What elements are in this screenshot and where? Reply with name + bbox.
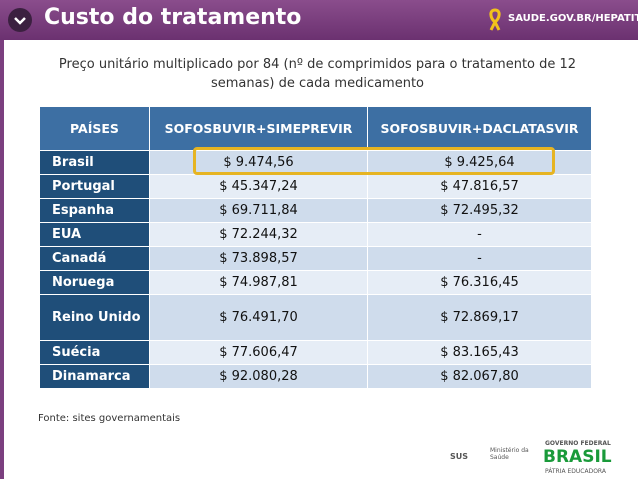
ribbon-icon bbox=[489, 8, 501, 31]
ribbon-path bbox=[489, 8, 501, 31]
gov-text: GOVERNO FEDERAL bbox=[545, 440, 611, 447]
table-cell: $ 47.816,57 bbox=[368, 175, 592, 199]
subtitle: Preço unitário multiplicado por 84 (nº d… bbox=[58, 57, 577, 91]
brasil-logo: BRASIL bbox=[543, 447, 612, 467]
table-cell: $ 69.711,84 bbox=[150, 199, 368, 223]
table-cell: $ 74.987,81 bbox=[150, 271, 368, 295]
column-header: SOFOSBUVIR+DACLATASVIR bbox=[368, 107, 592, 151]
table: PAÍSES SOFOSBUVIR+SIMEPREVIR SOFOSBUVIR+DA… bbox=[40, 107, 592, 389]
table-cell: $ 83.165,43 bbox=[368, 341, 592, 365]
chevron-icon bbox=[8, 8, 32, 32]
table-cell: - bbox=[368, 247, 592, 271]
country-cell: Reino Unido bbox=[40, 295, 150, 341]
table-cell: $ 9.474,56 bbox=[150, 151, 368, 175]
source: Fonte: sites governamentais bbox=[38, 413, 181, 424]
table-cell: $ 72.244,32 bbox=[150, 223, 368, 247]
left-stripe bbox=[0, 40, 4, 479]
table-cell: $ 92.080,28 bbox=[150, 365, 368, 389]
table-cell: $ 73.898,57 bbox=[150, 247, 368, 271]
table-cell: $ 45.347,24 bbox=[150, 175, 368, 199]
table-cell: $ 77.606,47 bbox=[150, 341, 368, 365]
country-cell: Canadá bbox=[40, 247, 150, 271]
country-cell: Brasil bbox=[40, 151, 150, 175]
ministry-logo: Ministério da Saúde bbox=[490, 447, 529, 461]
column-header: SOFOSBUVIR+SIMEPREVIR bbox=[150, 107, 368, 151]
country-cell: Portugal bbox=[40, 175, 150, 199]
highlight-box bbox=[193, 147, 555, 175]
country-cell: Noruega bbox=[40, 271, 150, 295]
country-cell: Suécia bbox=[40, 341, 150, 365]
table-cell: $ 76.316,45 bbox=[368, 271, 592, 295]
table-cell: - bbox=[368, 223, 592, 247]
site-logo: SAUDE.GOV.BR/HEPATITE bbox=[508, 13, 638, 24]
country-cell: EUA bbox=[40, 223, 150, 247]
sus-logo: SUS bbox=[450, 452, 469, 461]
table-cell: $ 72.495,32 bbox=[368, 199, 592, 223]
header-bar bbox=[0, 0, 638, 40]
country-cell: Espanha bbox=[40, 199, 150, 223]
table-cell: $ 82.067,80 bbox=[368, 365, 592, 389]
table-cell: $ 72.869,17 bbox=[368, 295, 592, 341]
chevron bbox=[14, 17, 26, 25]
country-cell: Dinamarca bbox=[40, 365, 150, 389]
title: Custo do tratamento bbox=[44, 5, 302, 30]
column-header: PAÍSES bbox=[40, 107, 150, 151]
chevron-path bbox=[14, 17, 26, 25]
motto: PÁTRIA EDUCADORA bbox=[545, 468, 606, 475]
table-cell: $ 76.491,70 bbox=[150, 295, 368, 341]
